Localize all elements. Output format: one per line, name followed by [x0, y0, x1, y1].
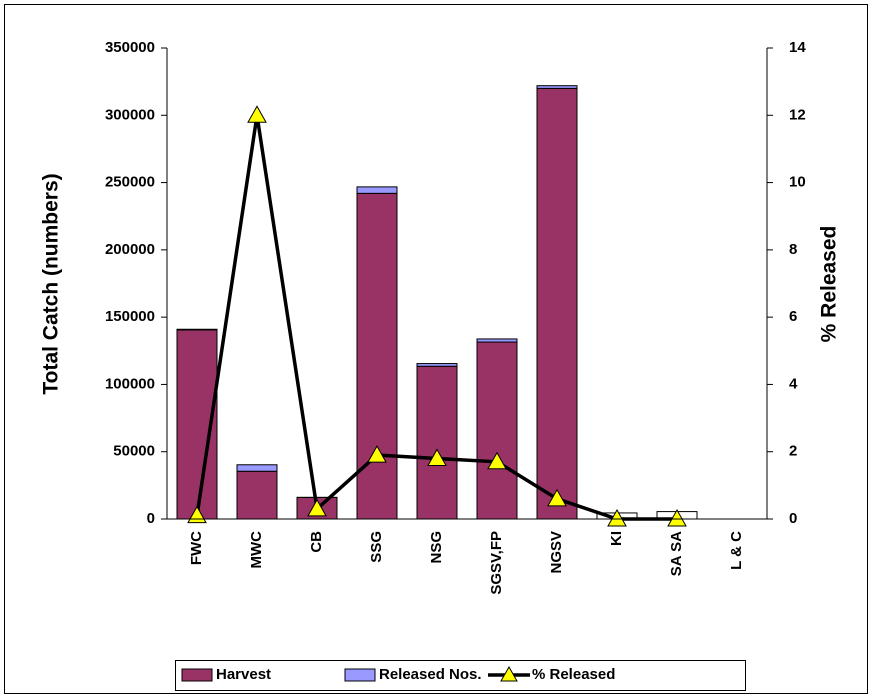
- y-tick-label: 0: [147, 510, 155, 527]
- y2-tick-label: 12: [789, 106, 806, 123]
- marker: [247, 105, 267, 123]
- y2-tick-label: 14: [789, 39, 806, 56]
- marker: [427, 448, 447, 466]
- legend-box: [175, 660, 746, 691]
- x-tick-label: CB: [308, 531, 325, 553]
- y2-tick-label: 2: [789, 443, 797, 460]
- y-tick-label: 150000: [105, 308, 155, 325]
- legend-marker: [500, 665, 518, 682]
- x-tick-label: MWC: [248, 531, 265, 569]
- bar-segment: [356, 186, 398, 194]
- y-axis-title: Total Catch (numbers): [40, 173, 63, 394]
- legend-label: Released Nos.: [379, 666, 482, 683]
- y2-tick-label: 8: [789, 241, 797, 258]
- x-tick-label: KI: [608, 531, 625, 546]
- y2-tick-label: 10: [789, 174, 806, 191]
- y2-axis-title: % Released: [818, 226, 841, 343]
- y2-tick-label: 6: [789, 308, 797, 325]
- x-tick-label: SGSV,FP: [488, 531, 505, 595]
- bar-segment: [476, 338, 518, 343]
- y2-tick-label: 0: [789, 510, 797, 527]
- y-tick-label: 300000: [105, 106, 155, 123]
- legend-label: Harvest: [216, 666, 271, 683]
- y-tick-label: 50000: [113, 443, 155, 460]
- bar-segment: [176, 328, 218, 331]
- legend-label: % Released: [532, 666, 615, 683]
- bar-segment: [536, 87, 578, 520]
- bar-segment: [236, 464, 278, 472]
- marker: [547, 488, 567, 507]
- marker: [487, 451, 507, 470]
- bar-segment: [236, 470, 278, 520]
- bar-segment: [476, 341, 518, 520]
- x-tick-label: NSG: [428, 531, 445, 564]
- y-tick-label: 200000: [105, 241, 155, 258]
- bar-segment: [416, 365, 458, 520]
- y-tick-label: 350000: [105, 39, 155, 56]
- x-tick-label: L & C: [728, 531, 745, 570]
- bar-segment: [416, 363, 458, 367]
- x-tick-label: FWC: [188, 531, 205, 565]
- x-tick-label: SSG: [368, 531, 385, 563]
- marker: [607, 508, 627, 527]
- legend-swatch: [344, 668, 376, 682]
- marker: [307, 498, 327, 517]
- x-tick-label: SA SA: [668, 531, 685, 576]
- y2-tick-label: 4: [789, 375, 798, 392]
- bar-segment: [356, 192, 398, 520]
- y-tick-label: 250000: [105, 174, 155, 191]
- marker: [667, 508, 687, 527]
- y-tick-label: 100000: [105, 375, 155, 392]
- marker: [367, 445, 387, 463]
- bar-segment: [536, 85, 578, 89]
- chart-border: [4, 4, 868, 694]
- x-tick-label: NGSV: [548, 531, 565, 574]
- legend-swatch: [181, 668, 213, 682]
